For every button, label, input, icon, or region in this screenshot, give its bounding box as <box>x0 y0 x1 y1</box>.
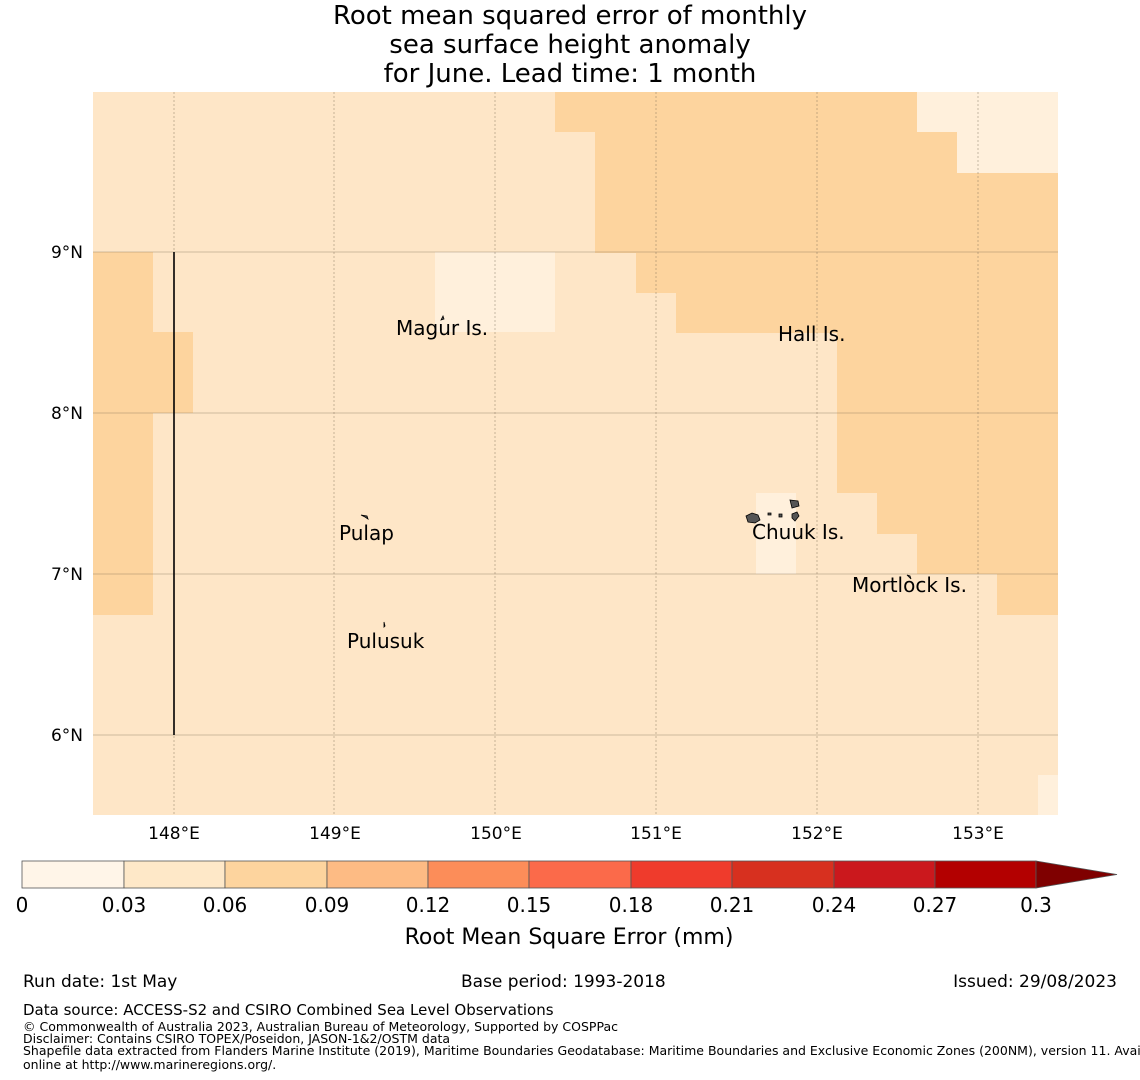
cell-high <box>917 132 957 173</box>
issued-date: Issued: 29/08/2023 <box>953 972 1117 992</box>
colorbar-swatch <box>731 860 835 889</box>
island-shapes <box>360 314 912 628</box>
cell-high <box>636 252 1058 293</box>
cell-low <box>917 92 1058 132</box>
colorbar: 0 0.03 0.06 0.09 0.12 0.15 0.18 0.21 0.2… <box>16 860 1118 950</box>
colorbar-tick: 0.27 <box>913 893 958 917</box>
place-label-mortlock: Mortlock Is. <box>852 573 967 597</box>
lon-label-148e: 148°E <box>148 824 200 844</box>
place-label-chuuk: Chuuk Is. <box>752 520 845 544</box>
shapefile-credit-line-1: Shapefile data extracted from Flanders M… <box>23 1043 1140 1058</box>
colorbar-tick: 0.18 <box>609 893 654 917</box>
island-pulusuk <box>383 621 386 628</box>
lon-label-151e: 151°E <box>630 824 682 844</box>
island-chuuk-4 <box>767 512 772 516</box>
cell-high <box>595 132 957 253</box>
island-chuuk-3 <box>791 511 800 522</box>
map-figure: Magur Is. Hall Is. Pulap Chuuk Is. Mortl… <box>16 92 1118 950</box>
colorbar-tick: 0 <box>16 893 29 917</box>
colorbar-swatch <box>326 860 429 889</box>
title-line-2: sea surface height anomaly <box>389 30 751 60</box>
cell-high <box>153 332 193 413</box>
place-label-hall: Hall Is. <box>778 322 845 346</box>
colorbar-tick: 0.15 <box>507 893 552 917</box>
lat-label-9n: 9°N <box>51 243 83 263</box>
colorbar-tick: 0.3 <box>1020 893 1052 917</box>
place-label-pulap: Pulap <box>339 521 394 545</box>
cell-high <box>837 332 1058 493</box>
cell-high <box>917 533 1058 574</box>
colorbar-tick: 0.06 <box>203 893 248 917</box>
cell-high <box>877 493 1058 534</box>
colorbar-swatch <box>630 860 733 889</box>
island-pulap <box>360 514 369 520</box>
island-chuuk-1 <box>745 512 761 524</box>
graticule-lat <box>93 251 1058 736</box>
lat-label-7n: 7°N <box>51 565 83 585</box>
run-date: Run date: 1st May <box>23 972 178 992</box>
lat-label-6n: 6°N <box>51 726 83 746</box>
colorbar-swatch <box>224 860 328 889</box>
cell-high <box>997 573 1058 615</box>
lon-label-149e: 149°E <box>309 824 361 844</box>
colorbar-tick: 0.12 <box>406 893 451 917</box>
island-mortlock <box>906 574 912 580</box>
colorbar-swatch <box>528 860 632 889</box>
colorbar-tick: 0.09 <box>305 893 350 917</box>
island-chuuk-5 <box>778 513 783 518</box>
cell-low <box>515 252 555 292</box>
colorbar-tick: 0.21 <box>710 893 755 917</box>
colorbar-swatch <box>21 860 125 889</box>
island-chuuk-2 <box>789 499 800 509</box>
lon-label-153e: 153°E <box>952 824 1004 844</box>
colorbar-swatch <box>934 860 1037 889</box>
cell-low <box>1038 775 1058 815</box>
map-title: Root mean squared error of monthly sea s… <box>0 2 1140 89</box>
base-period: Base period: 1993-2018 <box>461 972 666 992</box>
cell-high <box>555 92 917 132</box>
island-magur <box>440 314 445 321</box>
place-label-pulusuk: Pulusuk <box>347 629 425 653</box>
colorbar-swatch <box>833 860 936 889</box>
lon-label-152e: 152°E <box>791 824 843 844</box>
lon-label-150e: 150°E <box>470 824 522 844</box>
cell-high <box>93 252 153 615</box>
graticule <box>173 92 979 815</box>
lat-label-8n: 8°N <box>51 404 83 424</box>
place-label-magur: Magur Is. <box>396 316 488 340</box>
colorbar-label: Root Mean Square Error (mm) <box>405 925 734 950</box>
data-source: Data source: ACCESS-S2 and CSIRO Combine… <box>23 1001 554 1019</box>
title-line-3: for June. Lead time: 1 month <box>383 59 757 89</box>
colorbar-swatch <box>123 860 226 889</box>
title-line-1: Root mean squared error of monthly <box>332 1 808 31</box>
copyright: © Commonwealth of Australia 2023, Austra… <box>23 1019 618 1034</box>
cell-low <box>756 493 796 574</box>
cell-low <box>957 132 1058 173</box>
colorbar-swatch <box>427 860 530 889</box>
disclaimer: Disclaimer: Contains CSIRO TOPEX/Poseido… <box>23 1031 451 1046</box>
map-panel: Magur Is. Hall Is. Pulap Chuuk Is. Mortl… <box>51 92 1058 844</box>
colorbar-tick: 0.24 <box>812 893 857 917</box>
shapefile-credit-line-2: online at http://www.marineregions.org/. <box>23 1057 277 1072</box>
colorbar-tick: 0.03 <box>102 893 147 917</box>
colorbar-extend-arrow <box>1035 860 1118 889</box>
cell-high <box>957 173 1058 253</box>
cell-high <box>676 292 1058 333</box>
